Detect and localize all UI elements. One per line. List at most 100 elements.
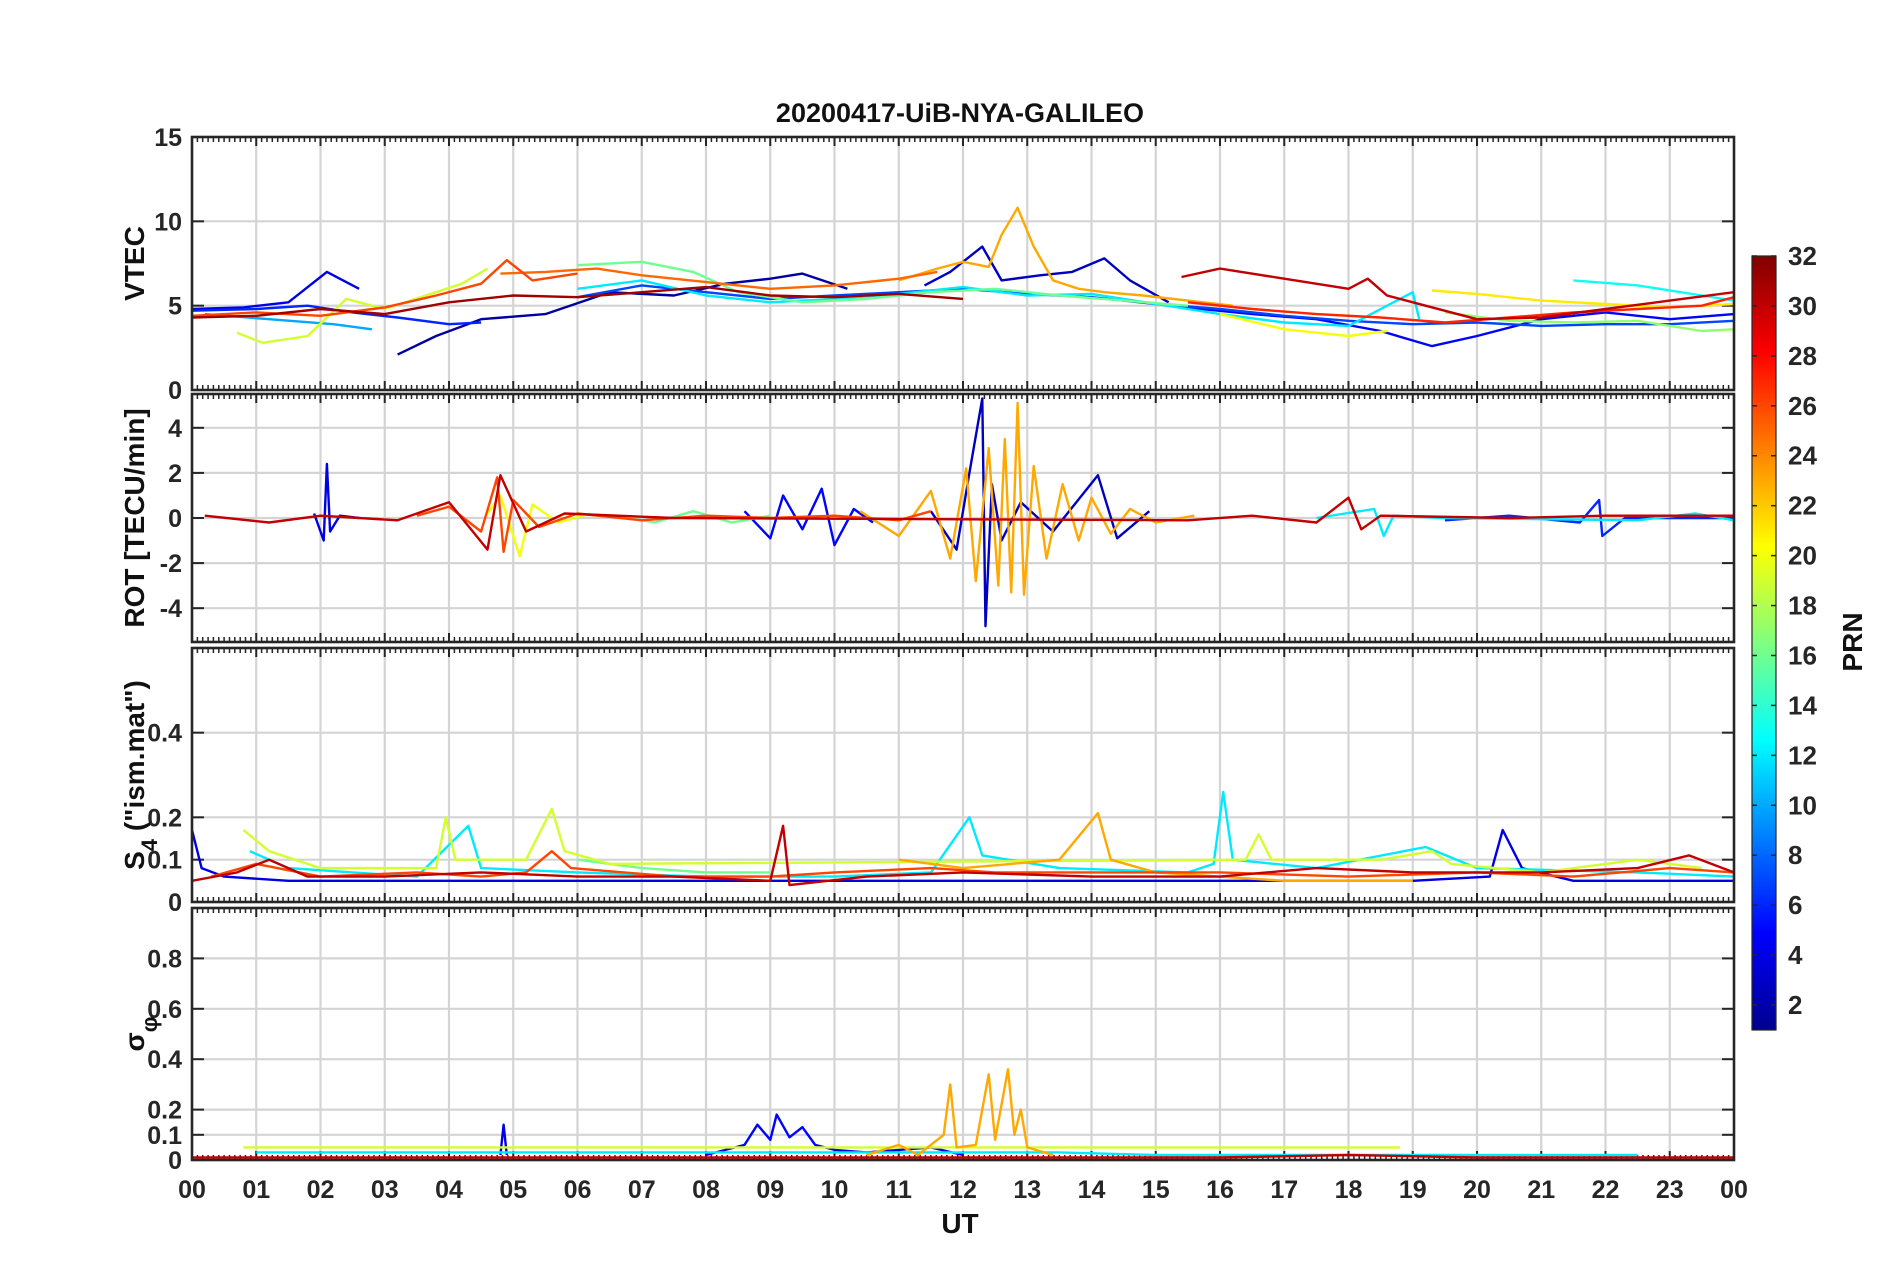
series-prn-4: [192, 828, 1734, 882]
colorbar-tick-label: 14: [1788, 690, 1817, 720]
y-axis-label-s4: S4 ("ism.mat"): [119, 680, 162, 870]
panel-s4: 0 0.1 0.2 0.4S4 ("ism.mat"): [119, 646, 1736, 917]
colorbar-tick-label: 24: [1788, 441, 1817, 471]
x-tick-label: 07: [628, 1176, 656, 1204]
chart-title: 20200417-UiB-NYA-GALILEO: [776, 98, 1144, 128]
x-tick-labels: 00 01 02 03 04 05 06 07 08 09 10 11 12 13 14 15 16 17 18 19…: [178, 1176, 1748, 1204]
y-tick-label: 5: [168, 293, 182, 321]
colorbar-tick-label: 20: [1788, 541, 1817, 571]
y-tick-label: 0.1: [147, 1122, 182, 1150]
series-prn-31: [192, 285, 964, 319]
x-tick-label: 19: [1399, 1176, 1427, 1204]
y-tick-label: 0.4: [147, 720, 182, 748]
series-prn-12: [249, 790, 1734, 878]
x-minor-ticks: [196, 137, 1730, 390]
x-tick-label: 05: [499, 1176, 527, 1204]
x-tick-label: 22: [1592, 1176, 1620, 1204]
series-prn-30: [192, 824, 1734, 887]
colorbar-tick-label: 12: [1788, 740, 1817, 770]
panel-rot-series: [204, 397, 1734, 628]
x-axis-label: UT: [941, 1208, 978, 1239]
series-prn-6: [1444, 498, 1734, 538]
y-axis-label-rot: ROT [TECU/min]: [119, 408, 150, 627]
series-prn-19: [236, 267, 489, 344]
x-tick-label: 20: [1463, 1176, 1491, 1204]
y-tick-label: 0.2: [147, 1097, 182, 1125]
x-tick-label: 15: [1142, 1176, 1170, 1204]
y-axis-label-vtec: VTEC: [119, 226, 150, 301]
y-tick-label: 15: [154, 124, 182, 152]
panel-rot: -4 -2 0 2 4 ROT [TECU/min]: [119, 392, 1736, 644]
panel-sigma_phi-series: [192, 1068, 1734, 1159]
x-tick-label: 02: [307, 1176, 335, 1204]
y-tick-label: 0: [168, 505, 182, 533]
series-prn-30: [204, 474, 1734, 551]
y-tick-label: -2: [160, 550, 182, 578]
series-prn-30: [192, 1153, 1734, 1159]
x-tick-label: 23: [1656, 1176, 1684, 1204]
x-tick-label: 08: [692, 1176, 720, 1204]
series-prn-5: [743, 487, 874, 547]
x-tick-label: 11: [886, 1176, 913, 1204]
colorbar-tick-label: 30: [1788, 291, 1817, 321]
x-tick-label: 01: [242, 1176, 270, 1204]
colorbar-tick-label: 26: [1788, 391, 1817, 421]
colorbar-gradient: [1751, 255, 1777, 1031]
series-prn-23: [866, 1068, 1054, 1157]
y-axis-label-sigma_phi: σφ: [119, 1017, 162, 1052]
colorbar-tick-label: 2: [1788, 990, 1802, 1020]
series-prn-19: [242, 807, 1703, 874]
series-prn-23: [898, 811, 1413, 882]
y-tick-label: 10: [154, 208, 182, 236]
x-tick-label: 10: [821, 1176, 849, 1204]
x-tick-label: 13: [1013, 1176, 1041, 1204]
series-prn-13: [1573, 279, 1734, 302]
colorbar-tick-label: 22: [1788, 491, 1817, 521]
x-tick-label: 00: [178, 1176, 206, 1204]
x-minor-ticks: [196, 394, 1730, 642]
panel-vtec: 0 5 10 15 VTEC: [119, 124, 1736, 405]
series-prn-4: [192, 270, 360, 311]
y-tick-label: 4: [168, 415, 182, 443]
series-prn-30: [1181, 267, 1734, 321]
colorbar-tick-label: 32: [1788, 241, 1817, 271]
colorbar-tick-label: 8: [1788, 840, 1802, 870]
y-tick-label: 0: [168, 377, 182, 405]
x-tick-label: 17: [1270, 1176, 1298, 1204]
y-tick-label: 0.4: [147, 1046, 182, 1074]
y-tick-label: 0.2: [147, 804, 182, 832]
colorbar-tick-label: 18: [1788, 591, 1817, 621]
x-tick-label: 06: [564, 1176, 592, 1204]
x-tick-label: 09: [756, 1176, 784, 1204]
x-tick-label: 21: [1527, 1176, 1555, 1204]
panel-s4-frame: [190, 646, 1736, 904]
colorbar-tick-label: 10: [1788, 790, 1817, 820]
colorbar-tick-label: 16: [1788, 640, 1817, 670]
colorbar-tick-label: 28: [1788, 341, 1817, 371]
series-prn-12: [577, 279, 1421, 328]
series-prn-23: [859, 401, 1195, 596]
y-tick-label: 0.8: [147, 945, 182, 973]
series-prn-2: [397, 272, 848, 356]
series-prn-23: [898, 206, 1233, 307]
panel-vtec-series: [192, 206, 1734, 356]
y-tick-label: 0: [168, 889, 182, 917]
colorbar-tick-label: 6: [1788, 890, 1802, 920]
series-prn-12: [256, 1151, 1638, 1157]
panel-s4-series: [192, 790, 1734, 887]
series-prn-20: [1219, 312, 1388, 338]
x-tick-label: 03: [371, 1176, 399, 1204]
x-tick-label: 14: [1078, 1176, 1106, 1204]
y-tick-label: 0.1: [147, 847, 182, 875]
x-minor-ticks: [196, 648, 1730, 902]
panel-sigma_phi: 00.10.2 0.4 0.6 0.8 σφ: [119, 906, 1736, 1175]
colorbar-tick-label: 4: [1788, 940, 1803, 970]
y-tick-label: 0.6: [147, 996, 182, 1024]
y-tick-label: 0: [168, 1147, 182, 1175]
x-tick-label: 18: [1335, 1176, 1363, 1204]
x-tick-label: 00: [1720, 1176, 1748, 1204]
series-prn-26: [416, 476, 932, 553]
